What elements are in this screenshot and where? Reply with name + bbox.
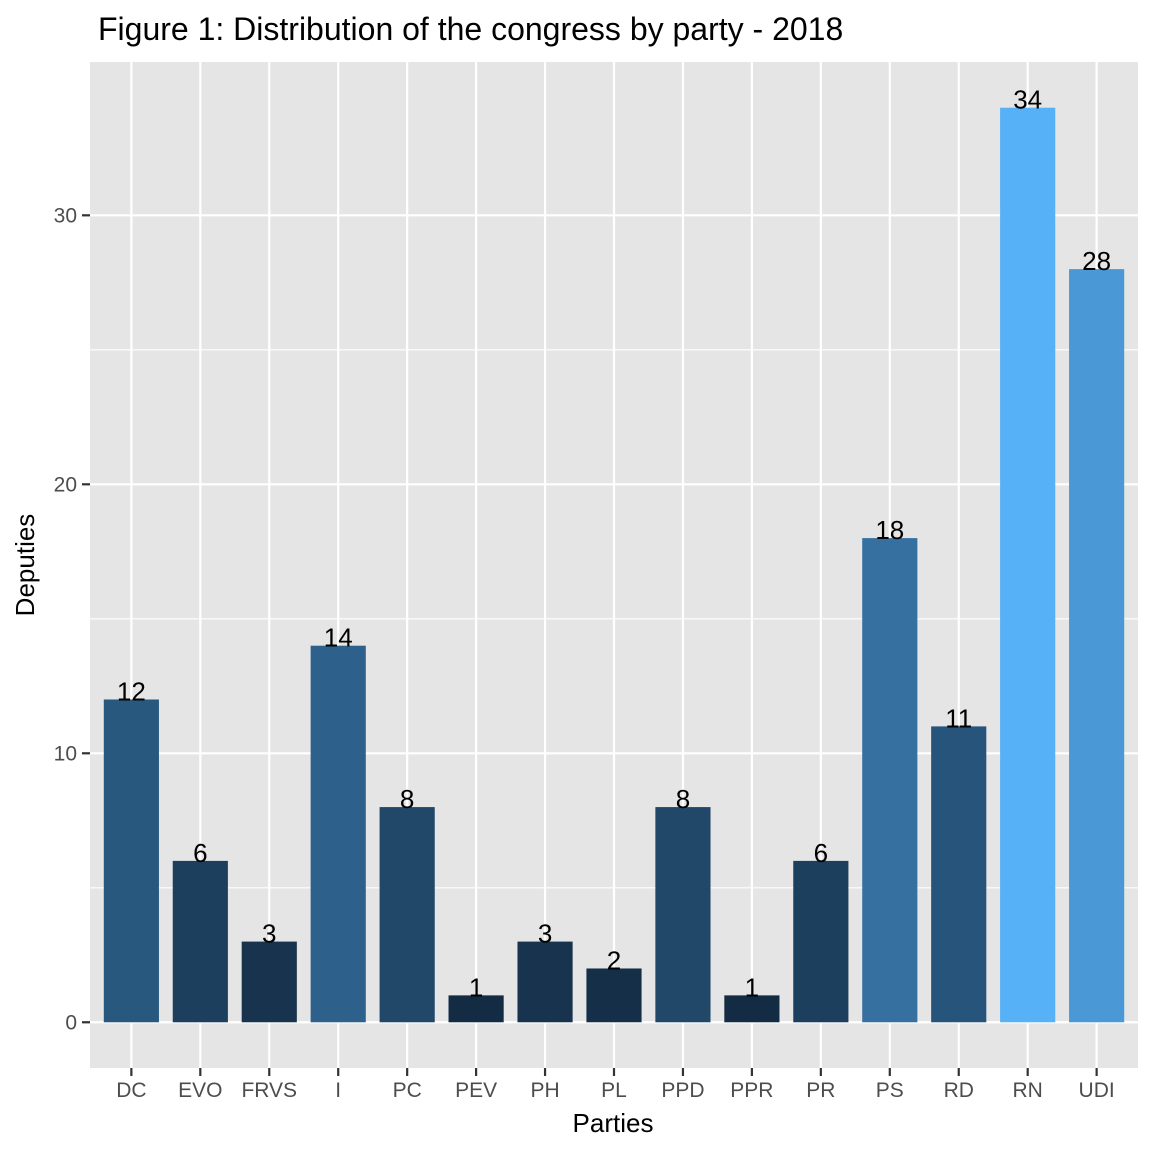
data-label: 3 (538, 919, 552, 949)
x-tick-label: PPR (730, 1079, 773, 1102)
bar-udi (1069, 269, 1125, 1023)
data-label: 8 (400, 784, 414, 814)
y-axis-title: Deputies (10, 514, 40, 617)
x-tick-label: FRVS (241, 1079, 297, 1102)
x-tick-label: PS (876, 1079, 904, 1102)
bar-pr (793, 860, 849, 1023)
x-tick-label: I (335, 1079, 341, 1102)
bar-frvs (241, 941, 297, 1023)
x-tick-label: PL (601, 1079, 627, 1102)
bar-ph (517, 941, 573, 1023)
bar-ppr (724, 995, 780, 1023)
bar-pl (586, 968, 642, 1023)
bar-pc (379, 807, 435, 1023)
data-label: 14 (324, 623, 353, 653)
data-label: 34 (1013, 85, 1042, 115)
data-label: 1 (469, 972, 483, 1002)
data-label: 18 (875, 515, 904, 545)
bar-rn (1000, 107, 1056, 1023)
y-axis: 0 10 20 30 (54, 204, 90, 1034)
bar-dc (103, 699, 159, 1023)
data-label: 6 (193, 838, 207, 868)
bar-evo (172, 860, 228, 1023)
x-tick-label: PC (393, 1079, 422, 1102)
x-tick-label: UDI (1079, 1079, 1115, 1102)
data-label: 6 (814, 838, 828, 868)
x-tick-label: RN (1013, 1079, 1043, 1102)
data-label: 2 (607, 945, 621, 975)
data-label: 1 (745, 972, 759, 1002)
x-tick-label: PEV (455, 1079, 497, 1102)
x-axis-title: Parties (573, 1108, 654, 1138)
data-label: 12 (117, 676, 146, 706)
bars (103, 107, 1125, 1023)
x-tick-label: PH (530, 1079, 559, 1102)
data-label: 3 (262, 919, 276, 949)
y-tick-label: 20 (54, 473, 77, 496)
data-label: 28 (1082, 246, 1111, 276)
x-tick-label: EVO (178, 1079, 222, 1102)
bar-ps (862, 538, 918, 1023)
x-tick-label: PPD (661, 1079, 704, 1102)
x-tick-label: RD (944, 1079, 974, 1102)
y-tick-label: 30 (54, 204, 77, 227)
data-label: 11 (945, 703, 972, 733)
chart-title: Figure 1: Distribution of the congress b… (98, 11, 843, 47)
x-tick-label: DC (116, 1079, 146, 1102)
data-label: 8 (676, 784, 690, 814)
x-tick-label: PR (806, 1079, 835, 1102)
bar-rd (931, 726, 987, 1023)
y-tick-label: 10 (54, 742, 77, 765)
x-axis: DC EVO FRVS I PC PEV PH PL PPD PPR PR PS RD RN UDI (116, 1068, 1115, 1102)
y-tick-label: 0 (65, 1011, 77, 1034)
bar-i (310, 645, 366, 1023)
bar-pev (448, 995, 504, 1023)
bar-ppd (655, 807, 711, 1023)
